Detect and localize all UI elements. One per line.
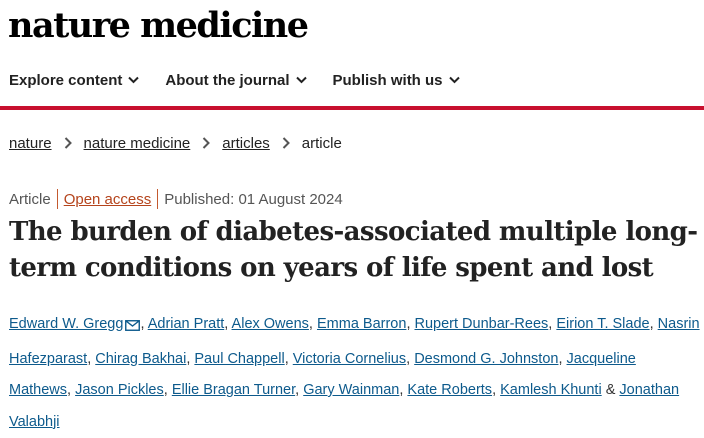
article-meta: Article Open access Published: 01 August… <box>9 188 343 210</box>
meta-divider <box>56 189 58 209</box>
envelope-icon[interactable] <box>125 312 141 344</box>
author-list: Edward W. Gregg, Adrian Pratt, Alex Owen… <box>9 309 701 438</box>
breadcrumb-articles[interactable]: articles <box>222 134 270 152</box>
author-link[interactable]: Jonathan Valabhji <box>9 382 680 430</box>
nav-publish-with-us[interactable]: Publish with us <box>333 72 460 89</box>
nav-item-label: Publish with us <box>332 71 443 89</box>
published-date: Published: 01 August 2024 <box>164 190 343 208</box>
article-title: The burden of diabetes-associated multip… <box>9 217 698 283</box>
author-link[interactable]: Adrian Pratt <box>147 316 225 332</box>
breadcrumb-current: article <box>301 134 342 152</box>
author-link[interactable]: Rupert Dunbar-Rees <box>414 316 549 332</box>
author-link[interactable]: Jason Pickles <box>75 382 164 398</box>
header-divider <box>0 106 704 110</box>
article-type: Article <box>9 190 51 208</box>
nav-item-label: About the journal <box>165 71 290 89</box>
chevron-down-icon <box>448 76 460 84</box>
author-link[interactable]: Emma Barron <box>316 316 407 332</box>
open-access-link[interactable]: Open access <box>63 190 152 208</box>
breadcrumb-nature[interactable]: nature <box>9 134 52 152</box>
nav-explore-content[interactable]: Explore content <box>9 71 140 89</box>
main-nav: Explore content About the journal Publis… <box>0 66 477 94</box>
author-link[interactable]: Kate Roberts <box>407 382 493 398</box>
chevron-down-icon <box>295 76 307 84</box>
breadcrumb-nature-medicine[interactable]: nature medicine <box>83 134 191 152</box>
author-link[interactable]: Alex Owens <box>231 316 309 332</box>
breadcrumb: nature nature medicine articles article <box>9 132 342 154</box>
author-link[interactable]: Victoria Cornelius <box>292 350 407 367</box>
author-link[interactable]: Chirag Bakhai <box>95 350 187 367</box>
author-link[interactable]: Gary Wainman <box>303 382 400 398</box>
author-link[interactable]: Nasrin Hafezparast <box>9 316 700 367</box>
chevron-right-icon <box>282 137 290 149</box>
author-link[interactable]: Jacqueline Mathews <box>9 350 636 399</box>
meta-divider <box>157 189 159 209</box>
journal-logo[interactable]: nature medicine <box>8 5 309 46</box>
author-conjunction: & <box>605 382 616 398</box>
author-link[interactable]: Paul Chappell <box>194 350 285 367</box>
nav-about-journal[interactable]: About the journal <box>165 71 307 89</box>
chevron-right-icon <box>202 137 211 149</box>
author-link[interactable]: Ellie Bragan Turner <box>171 382 296 398</box>
chevron-right-icon <box>64 137 72 149</box>
author-link[interactable]: Eirion T. Slade <box>556 316 650 332</box>
author-link[interactable]: Kamlesh Khunti <box>500 382 602 398</box>
nav-item-label: Explore content <box>9 71 123 89</box>
chevron-down-icon <box>128 76 140 84</box>
author-link[interactable]: Edward W. Gregg <box>9 316 124 332</box>
author-link[interactable]: Desmond G. Johnston <box>414 350 559 367</box>
